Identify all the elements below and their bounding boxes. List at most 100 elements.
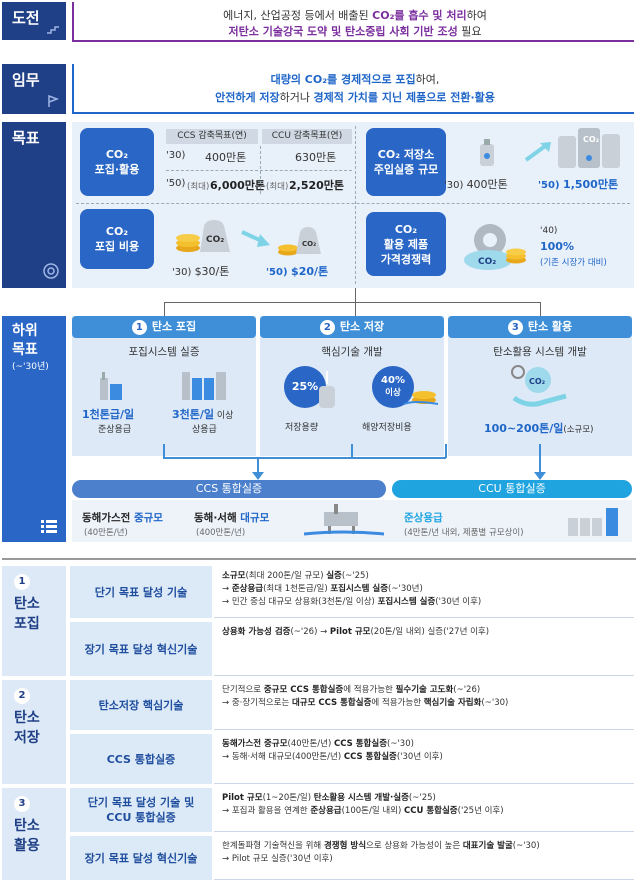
- subgoal-storage-title: 탄소 저장: [339, 320, 385, 333]
- detail-line-post: (~'30): [481, 698, 509, 708]
- detail-line-pre: →: [222, 584, 232, 594]
- goals-label: 목표: [2, 122, 66, 288]
- detail-line-post: (~'25): [408, 793, 436, 803]
- detail-row-title: 단기 목표 달성 기술: [70, 566, 212, 618]
- goal-capture-title2: 포집·활용: [94, 163, 140, 176]
- mission-label-text: 임무: [12, 71, 40, 89]
- detail-line-mid: 에 적용가능한: [343, 685, 396, 695]
- large-tanks-icon: CO₂: [558, 128, 620, 168]
- detail-line: 동해가스전 중규모(40만톤/년) CCS 통합실증(~'30): [222, 738, 632, 751]
- detail-line: Pilot 규모(1~20톤/일) 탄소활용 시스템 개발·실증(~'25): [222, 792, 632, 805]
- subgoal-capture-header: 1 탄소 포집: [72, 316, 256, 338]
- detail-row-divider: [214, 675, 634, 676]
- subgoal-utilization-value-line: 100~200톤/일(소규모): [484, 420, 594, 436]
- ccu-demo-a-highlight: 준상용급: [404, 512, 443, 524]
- detail-row-divider: [214, 879, 634, 880]
- detail-section-label: 1 탄소 포집: [2, 566, 66, 676]
- detail-line-bold2: CCS 통합실증: [334, 739, 388, 749]
- connector-stem: [355, 288, 356, 302]
- detail-line-mid: (~'26) →: [290, 627, 330, 637]
- detail-line: → 동해·서해 대규모(400만톤/년) CCS 통합실증('30년 이후): [222, 751, 632, 764]
- detail-line-post: (~'30년): [388, 584, 423, 594]
- detail-line-bold1: 상용화 가능성 검증: [222, 627, 291, 637]
- cost-v2: '50) $20/톤: [266, 263, 328, 279]
- challenge-side-line: [72, 2, 74, 42]
- growth-arrow-icon: [524, 142, 551, 162]
- challenge-underline: [72, 40, 634, 42]
- detail-section-num: 3: [14, 796, 30, 812]
- subgoal-storage-num: 2: [319, 320, 335, 335]
- small-plant-icon: [100, 372, 122, 400]
- detail-section-name1: 탄소: [14, 818, 40, 834]
- detail-line-mid: (100톤/일 내외): [341, 806, 404, 816]
- detail-section-name2: 포집: [14, 616, 40, 632]
- subgoal-storage-b-suffix: 이상: [385, 388, 401, 398]
- product-year: '40): [540, 226, 558, 236]
- subgoal-capture-a-value: 1천톤급/일: [82, 408, 135, 421]
- detail-line-bold2: 포집시스템 실증: [330, 584, 389, 594]
- detail-line-bold1: 준상용급: [310, 806, 342, 816]
- storage-v2-year: '50): [538, 180, 560, 191]
- goals-label-text: 목표: [12, 129, 40, 147]
- goal-cost-title2: 포집 비용: [94, 240, 140, 253]
- subgoal-capture-subtitle: 포집시스템 실증: [128, 346, 200, 358]
- subgoal-utilization-title: 탄소 활용: [527, 320, 573, 333]
- detail-line-bold2: 대표기술 발굴: [462, 841, 513, 851]
- detail-line-bold2: CCU 통합실증: [404, 806, 458, 816]
- detail-row-divider: [214, 783, 634, 784]
- subgoal-storage-header: 2 탄소 저장: [260, 316, 444, 338]
- detail-line-bold2: 포집시스템 실증: [377, 597, 436, 607]
- detail-line-post: (20톤/일 내외) 실증('27년 이후): [370, 627, 490, 637]
- detail-line-post: (~'30): [512, 841, 540, 851]
- mission-side-line: [72, 64, 74, 114]
- gear-coins-co2-label: CO₂: [478, 257, 496, 267]
- subgoals-label1: 하위: [12, 323, 38, 339]
- detail-line-mid: (최대 200톤/일 규모): [245, 571, 327, 581]
- detail-row-text: 한계돌파형 기술혁신을 위해 경쟁형 방식으로 상용화 가능성이 높은 대표기술…: [222, 840, 632, 866]
- detail-line-post: (~'26): [453, 685, 481, 695]
- challenge-text: 에너지, 산업공정 등에서 배출된 CO₂를 흡수 및 처리하여 저탄소 기술강…: [80, 8, 630, 40]
- connector-bar: [164, 302, 540, 303]
- detail-section-num: 1: [14, 574, 30, 590]
- goals-v-divider: [355, 126, 356, 284]
- detail-line: → 민간 중심 대규모 상용화(3천톤/일 이상) 포집시스템 실증('30년 …: [222, 596, 632, 609]
- detail-row-title: 장기 목표 달성 혁신기술: [70, 622, 212, 676]
- detail-line-mid: (1~20톤/일): [262, 793, 314, 803]
- ccs-demo-bar: CCS 통합실증: [72, 480, 386, 498]
- coins-bag-icon: CO₂: [176, 220, 230, 252]
- product-value: 100%: [540, 240, 574, 253]
- detail-line: → 준상용급(최대 1천톤급/일) 포집시스템 실증(~'30년): [222, 583, 632, 596]
- subgoal-utilization-header: 3 탄소 활용: [448, 316, 632, 338]
- goal-product-box: CO₂ 활용 제품 가격경쟁력: [366, 212, 446, 276]
- detail-line: → 중·장기적으로는 대규모 CCS 통합실증에 적용가능한 핵심기술 자립화(…: [222, 697, 632, 710]
- ccs-demo-b-pre: 동해·서해: [194, 512, 241, 524]
- product-note: (기존 시장가 대비): [540, 258, 607, 268]
- connector-right: [540, 302, 541, 316]
- storage-v1-value: 400만톤: [466, 178, 508, 191]
- mission-line2-b: 하거나: [279, 91, 314, 104]
- detail-line-pre: → Pilot 규모 실증: [222, 854, 287, 864]
- challenge-line1-highlight: CO₂를 흡수 및 처리: [372, 9, 467, 22]
- detail-section-name2: 활용: [14, 838, 40, 854]
- detail-section-num: 2: [14, 688, 30, 704]
- detail-line-mid: 으로 상용화 가능성이 높은: [366, 841, 463, 851]
- hand-co2-icon: CO₂: [511, 365, 567, 407]
- goal-storage-title1: CO₂ 저장소: [377, 148, 435, 161]
- detail-line-pre: → 민간 중심 대규모 상용화: [222, 597, 319, 607]
- gear-coins-icon: CO₂: [464, 224, 526, 270]
- cost-v2-value: $20/톤: [291, 265, 329, 278]
- mission-line1-post: 하여,: [415, 73, 440, 86]
- capture-row-divider: [166, 170, 352, 171]
- ccs-demo-a-note: (40만톤/년): [84, 528, 128, 538]
- detail-line-pre: → 포집과 활용을 연계한: [222, 806, 311, 816]
- small-coins-bag-co2-label: CO₂: [302, 240, 316, 248]
- section-separator: [2, 558, 636, 560]
- goals-h-divider: [76, 203, 630, 204]
- offshore-coins-icon: [404, 391, 438, 405]
- subgoal-utilization-value: 100~200톤/일: [484, 422, 564, 435]
- capture-row1-ccs: 400만톤: [205, 151, 247, 164]
- detail-line-bold2: 탄소활용 시스템 개발·실증: [313, 793, 409, 803]
- detail-line-pre: → 동해·서해 대규모: [222, 752, 292, 762]
- detail-section-name2: 저장: [14, 730, 40, 746]
